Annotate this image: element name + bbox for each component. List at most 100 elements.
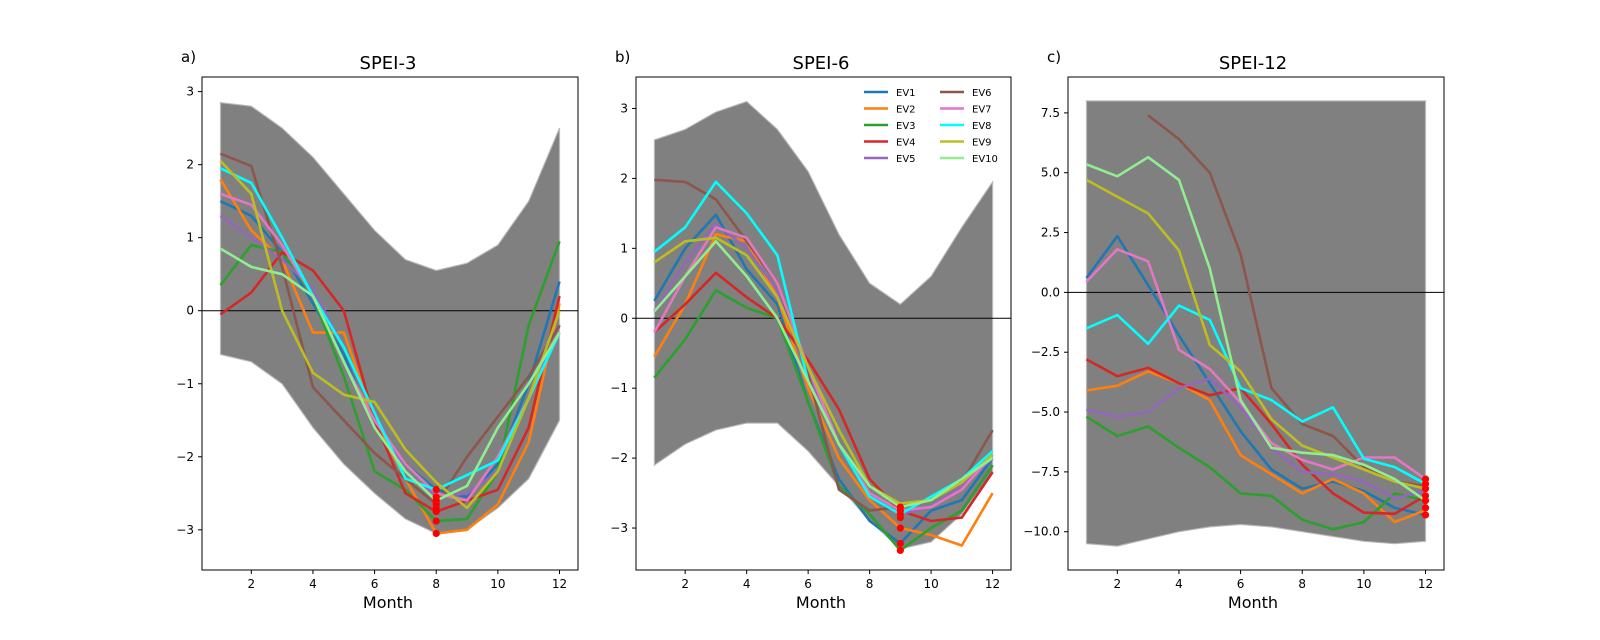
y-tick-label: 1 <box>620 241 628 255</box>
x-tick-label: 10 <box>1356 577 1371 591</box>
y-tick-label: −7.5 <box>1031 465 1060 479</box>
series-line-ev10 <box>1086 155 1427 502</box>
y-tick-label: 0.0 <box>1041 285 1060 299</box>
plot-content <box>636 100 1011 555</box>
legend-label-ev8: EV8 <box>972 121 992 132</box>
panel-a-title: SPEI-3 <box>360 53 417 74</box>
x-tick-label: 6 <box>371 577 379 591</box>
series-line-ev8 <box>219 167 561 491</box>
x-tick-label: 2 <box>681 577 689 591</box>
panel-c-title: SPEI-12 <box>1219 53 1287 74</box>
y-tick-label: −2 <box>176 450 194 464</box>
panel-a-x-axis-label: Month <box>363 593 413 612</box>
plot-content <box>1068 100 1444 547</box>
series-line-ev3 <box>1085 415 1426 531</box>
x-tick-label: 8 <box>432 577 440 591</box>
extreme-marker <box>896 546 904 555</box>
extreme-marker <box>432 486 440 494</box>
plot-frame <box>1067 76 1445 571</box>
x-tick-label: 4 <box>1175 577 1183 591</box>
background-envelope <box>219 101 561 535</box>
y-tick-label: 1 <box>186 231 194 245</box>
series-line-ev6 <box>220 152 561 506</box>
series-line-ev5 <box>1086 377 1426 500</box>
extreme-marker <box>432 507 440 516</box>
legend-label-ev10: EV10 <box>972 154 998 165</box>
y-tick-label: −10.0 <box>1023 525 1060 539</box>
series-line-ev4 <box>219 251 561 513</box>
panel-c-plot-area: 2 4 6 8 10 12 −10.0 −7.5 −5.0 −2.5 0.0 2.5 5.0 7.5 <box>1023 76 1445 591</box>
legend-label-ev1: EV1 <box>896 88 916 99</box>
x-tick-label: 12 <box>552 577 567 591</box>
x-tick-label: 4 <box>743 577 751 591</box>
x-tick-label: 8 <box>1298 577 1306 591</box>
series-line-ev7 <box>653 226 994 512</box>
y-tick-label: −3 <box>610 521 628 535</box>
x-tick-label: 10 <box>490 577 505 591</box>
x-tick-label: 6 <box>1237 577 1245 591</box>
y-tick-label: 2 <box>620 171 628 185</box>
extreme-marker <box>896 513 904 522</box>
extreme-marker <box>1421 504 1430 512</box>
extreme-marker <box>432 529 440 538</box>
panel-b-x-axis-label: Month <box>796 593 846 612</box>
extreme-marker <box>432 517 440 525</box>
series-line-ev4 <box>1085 358 1427 516</box>
y-tick-label: 2 <box>186 158 194 172</box>
series-line-ev9 <box>1085 178 1426 490</box>
series-line-ev7 <box>220 192 561 502</box>
extreme-marker <box>1421 496 1430 505</box>
plot-frame <box>635 76 1012 571</box>
x-tick-label: 12 <box>1418 577 1433 591</box>
panel-b: b) SPEI-6 2 4 6 8 10 12−3−2−10123EV1EV2EV3EV4… <box>610 48 1012 612</box>
series-line-ev2 <box>1086 370 1426 524</box>
extreme-marker <box>1421 511 1430 519</box>
y-tick-label: −5.0 <box>1031 405 1060 419</box>
y-tick-label: −2 <box>610 451 628 465</box>
panel-a-letter: a) <box>181 48 196 66</box>
x-tick-label: 10 <box>923 577 938 591</box>
y-tick-label: 0 <box>620 311 628 325</box>
series-line-ev9 <box>219 160 561 510</box>
panel-b-letter: b) <box>615 48 630 66</box>
y-tick-label: −3 <box>176 523 194 537</box>
extreme-marker <box>896 524 904 532</box>
y-tick-label: 7.5 <box>1041 106 1060 120</box>
plot-content <box>202 101 578 538</box>
x-tick-label: 4 <box>309 577 317 591</box>
series-line-ev3 <box>653 289 994 552</box>
x-tick-label: 6 <box>804 577 812 591</box>
series-line-ev10 <box>653 240 994 509</box>
legend-label-ev2: EV2 <box>896 105 916 116</box>
y-tick-label: 2.5 <box>1041 226 1060 240</box>
y-tick-label: 3 <box>186 85 194 99</box>
y-tick-label: −1 <box>610 381 628 395</box>
legend-label-ev3: EV3 <box>896 121 916 132</box>
panel-b-plot-area: 2 4 6 8 10 12−3−2−10123EV1EV2EV3EV4EV5EV6EV7E… <box>610 76 1012 591</box>
panel-c-x-axis-label: Month <box>1228 593 1278 612</box>
y-tick-label: −2.5 <box>1031 345 1060 359</box>
y-tick-label: 3 <box>620 101 628 115</box>
x-tick-label: 2 <box>247 577 255 591</box>
legend-label-ev7: EV7 <box>972 105 992 116</box>
legend-label-ev6: EV6 <box>972 88 992 99</box>
panel-c-letter: c) <box>1047 48 1061 66</box>
series-line-ev4 <box>653 271 994 523</box>
series-line-ev10 <box>219 247 561 502</box>
panel-b-title: SPEI-6 <box>793 53 850 74</box>
legend-label-ev9: EV9 <box>972 138 992 149</box>
y-tick-label: 0 <box>186 304 194 318</box>
extreme-marker <box>896 539 904 548</box>
legend-label-ev4: EV4 <box>896 138 916 149</box>
background-envelope <box>653 100 994 550</box>
extreme-marker <box>1421 485 1430 493</box>
legend: EV1 EV2 EV3 EV4 EV5 EV6 EV7 EV8 EV9 EV10 <box>864 88 998 165</box>
x-tick-label: 8 <box>866 577 874 591</box>
x-tick-label: 2 <box>1113 577 1121 591</box>
plot-frame <box>201 76 579 571</box>
y-tick-label: −1 <box>176 377 194 391</box>
panel-c: c) SPEI-12 2 4 6 8 10 12 −10.0 −7.5 −5.0 −2.5 0.0 2… <box>1023 48 1445 612</box>
